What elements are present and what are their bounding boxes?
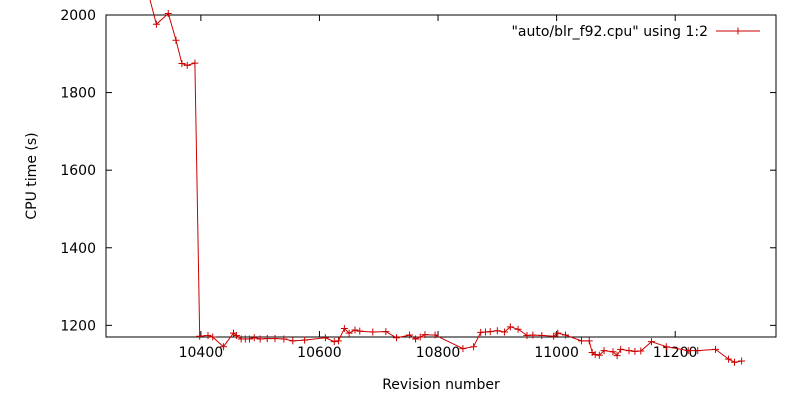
data-point bbox=[301, 336, 309, 344]
data-point bbox=[421, 331, 429, 339]
data-point bbox=[684, 347, 692, 355]
data-point bbox=[647, 338, 655, 346]
data-point bbox=[730, 358, 738, 366]
x-tick-label: 10600 bbox=[297, 345, 342, 361]
data-point bbox=[382, 328, 390, 336]
y-axis-label: CPU time (s) bbox=[24, 132, 40, 219]
data-point bbox=[183, 61, 191, 69]
legend: "auto/blr_f92.cpu" using 1:2 bbox=[511, 24, 760, 40]
x-tick-label: 10800 bbox=[416, 345, 461, 361]
data-point bbox=[600, 347, 608, 355]
x-tick-label: 10400 bbox=[179, 345, 224, 361]
data-point bbox=[609, 348, 617, 356]
data-point bbox=[250, 334, 258, 342]
data-point bbox=[345, 329, 353, 337]
plot-frame bbox=[105, 14, 777, 338]
data-point bbox=[340, 324, 348, 332]
data-point bbox=[591, 350, 599, 358]
data-point bbox=[289, 337, 297, 345]
data-point bbox=[459, 345, 467, 353]
data-point bbox=[204, 331, 212, 339]
y-tick-label: 1400 bbox=[60, 241, 96, 257]
data-point bbox=[662, 343, 670, 351]
data-point bbox=[712, 345, 720, 353]
data-point bbox=[431, 331, 439, 339]
y-tick-label: 2000 bbox=[60, 8, 96, 24]
data-point bbox=[637, 347, 645, 355]
data-point bbox=[562, 331, 570, 339]
data-point bbox=[416, 333, 424, 341]
data-point bbox=[694, 347, 702, 355]
data-point bbox=[245, 335, 253, 343]
data-point bbox=[588, 349, 596, 357]
legend-marker bbox=[734, 27, 742, 35]
data-point bbox=[486, 328, 494, 336]
tick-labels: 10400 10600 10800 11000 11200 1200 1400 1600 180… bbox=[60, 8, 697, 361]
data-point bbox=[625, 347, 633, 355]
x-tick-label: 11000 bbox=[534, 345, 579, 361]
data-point bbox=[523, 331, 531, 339]
data-point bbox=[738, 357, 746, 365]
data-point bbox=[631, 347, 639, 355]
ticks bbox=[106, 14, 776, 337]
data-point bbox=[330, 338, 338, 346]
data-point bbox=[550, 332, 558, 340]
data-point bbox=[617, 345, 625, 353]
data-point bbox=[393, 334, 401, 342]
data-point bbox=[209, 333, 217, 341]
x-axis-label: Revision number bbox=[382, 377, 500, 393]
data-point bbox=[280, 335, 288, 343]
data-point bbox=[172, 36, 180, 44]
data-point bbox=[351, 326, 359, 334]
data-point bbox=[412, 335, 420, 343]
data-point bbox=[164, 9, 172, 17]
data-point bbox=[493, 327, 501, 335]
data-point bbox=[500, 328, 508, 336]
x-tick-label: 11200 bbox=[653, 345, 698, 361]
series-line bbox=[149, 0, 742, 363]
data-point bbox=[595, 351, 603, 359]
y-tick-label: 1800 bbox=[60, 86, 96, 102]
data-point bbox=[334, 337, 342, 345]
data-point bbox=[470, 343, 478, 351]
data-point bbox=[406, 331, 414, 339]
data-point bbox=[585, 337, 593, 345]
data-point bbox=[529, 331, 537, 339]
data-point bbox=[271, 335, 279, 343]
data-point bbox=[196, 332, 204, 340]
y-tick-label: 1600 bbox=[60, 163, 96, 179]
data-point bbox=[191, 59, 199, 67]
data-point bbox=[256, 335, 264, 343]
data-point bbox=[554, 329, 562, 337]
data-point bbox=[538, 331, 546, 339]
data-point bbox=[232, 331, 240, 339]
legend-label: "auto/blr_f92.cpu" using 1:2 bbox=[511, 24, 708, 40]
data-point bbox=[321, 334, 329, 342]
data-point bbox=[578, 337, 586, 345]
data-point bbox=[514, 325, 522, 333]
series-layer bbox=[149, 0, 746, 366]
data-point bbox=[613, 352, 621, 360]
data-point bbox=[725, 355, 733, 363]
data-point bbox=[263, 335, 271, 343]
data-point bbox=[152, 20, 160, 28]
data-point bbox=[219, 343, 227, 351]
data-point bbox=[356, 327, 364, 335]
y-tick-label: 1200 bbox=[60, 318, 96, 334]
data-point bbox=[506, 323, 514, 331]
data-point bbox=[369, 328, 377, 336]
data-point bbox=[178, 59, 186, 67]
